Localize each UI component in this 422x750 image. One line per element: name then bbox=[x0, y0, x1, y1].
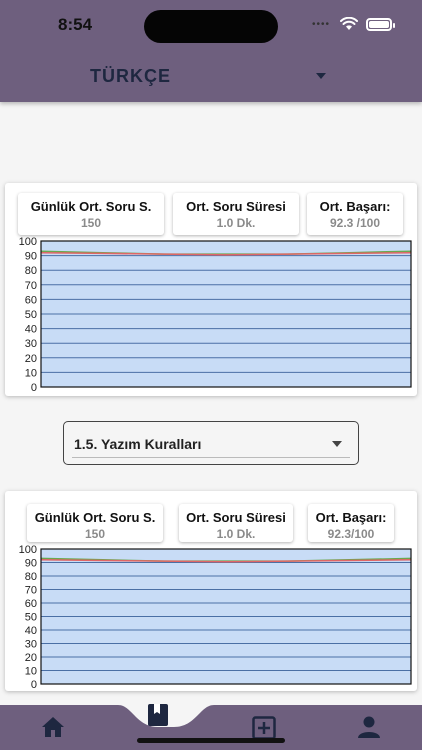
status-time: 8:54 bbox=[58, 15, 93, 34]
stat-avg-success: Ort. Başarı: 92.3 /100 bbox=[307, 193, 403, 235]
y-tick-label: 20 bbox=[25, 652, 37, 664]
home-icon bbox=[42, 717, 64, 737]
stats-card-general: Günlük Ort. Soru S. 150 Ort. Soru Süresi… bbox=[5, 183, 417, 396]
y-tick-label: 70 bbox=[25, 585, 37, 597]
plot-frame bbox=[40, 548, 412, 685]
y-tick-label: 20 bbox=[25, 353, 37, 365]
series-line-1 bbox=[40, 559, 412, 563]
signal-icon: •••• bbox=[311, 18, 330, 30]
y-tick-label: 30 bbox=[25, 338, 37, 350]
stat-daily-avg-questions: Günlük Ort. Soru S. 150 bbox=[27, 504, 163, 542]
stat-title: Ort. Başarı: bbox=[315, 510, 387, 525]
stat-value: 92.3/100 bbox=[327, 527, 375, 541]
language-label: TÜRKÇE bbox=[90, 65, 171, 86]
stat-avg-success: Ort. Başarı: 92.3/100 bbox=[308, 504, 394, 542]
y-tick-label: 70 bbox=[25, 280, 37, 292]
chevron-down-icon bbox=[332, 441, 342, 447]
y-tick-label: 100 bbox=[19, 236, 37, 248]
person-icon bbox=[358, 716, 380, 738]
y-tick-label: 50 bbox=[25, 612, 37, 624]
y-tick-label: 10 bbox=[25, 367, 37, 379]
stat-value: 1.0 Dk. bbox=[216, 527, 256, 541]
chart-subtopic: 0 10 20 30 40 50 60 70 80 90 100 bbox=[5, 543, 417, 689]
nav-profile[interactable] bbox=[353, 711, 385, 743]
app-header: 8:54 •••• TÜRKÇE bbox=[0, 0, 422, 102]
y-tick-label: 0 bbox=[31, 679, 37, 689]
dropdown-underline bbox=[72, 457, 350, 458]
bottom-navigation bbox=[0, 704, 422, 750]
book-icon bbox=[148, 704, 168, 726]
language-dropdown[interactable]: TÜRKÇE bbox=[90, 62, 330, 90]
stat-value: 1.0 Dk. bbox=[216, 216, 256, 230]
home-indicator bbox=[137, 738, 285, 743]
y-tick-label: 10 bbox=[25, 666, 37, 678]
nav-home[interactable] bbox=[37, 711, 69, 743]
y-tick-label: 80 bbox=[25, 265, 37, 277]
status-icons: •••• bbox=[311, 17, 395, 31]
subtopic-label: 1.5. Yazım Kuralları bbox=[74, 436, 202, 452]
chart-general: 0 10 20 30 40 50 60 70 80 90 100 bbox=[5, 235, 417, 395]
stat-value: 150 bbox=[84, 527, 106, 541]
stat-title: Ort. Soru Süresi bbox=[186, 510, 286, 525]
y-tick-label: 40 bbox=[25, 324, 37, 336]
stats-card-subtopic: Günlük Ort. Soru S. 150 Ort. Soru Süresi… bbox=[5, 491, 417, 691]
series-line-1 bbox=[40, 251, 412, 256]
y-tick-label: 90 bbox=[25, 251, 37, 263]
y-tick-label: 40 bbox=[25, 625, 37, 637]
y-tick-label: 80 bbox=[25, 571, 37, 583]
y-tick-label: 30 bbox=[25, 639, 37, 651]
wifi-icon bbox=[340, 17, 358, 30]
stat-daily-avg-questions: Günlük Ort. Soru S. 150 bbox=[18, 193, 164, 235]
plot-frame bbox=[40, 240, 412, 388]
stat-title: Günlük Ort. Soru S. bbox=[30, 199, 152, 214]
y-tick-label: 100 bbox=[19, 544, 37, 556]
chevron-down-icon bbox=[316, 73, 326, 79]
bottom-nav-background bbox=[0, 705, 422, 750]
stat-value: 150 bbox=[80, 216, 102, 230]
stat-avg-question-time: Ort. Soru Süresi 1.0 Dk. bbox=[173, 193, 299, 235]
battery-icon bbox=[366, 17, 395, 31]
chart-svg: 0 10 20 30 40 50 60 70 80 90 100 bbox=[19, 236, 412, 394]
stat-value: 92.3 /100 bbox=[329, 216, 381, 230]
status-bar: 8:54 •••• bbox=[0, 0, 422, 54]
y-tick-label: 90 bbox=[25, 558, 37, 570]
y-tick-label: 0 bbox=[31, 382, 37, 394]
dynamic-island bbox=[144, 10, 278, 43]
y-tick-label: 60 bbox=[25, 294, 37, 306]
stat-title: Ort. Başarı: bbox=[319, 199, 391, 214]
stat-title: Günlük Ort. Soru S. bbox=[34, 510, 156, 525]
y-tick-label: 60 bbox=[25, 598, 37, 610]
stat-title: Ort. Soru Süresi bbox=[186, 199, 286, 214]
subtopic-dropdown[interactable]: 1.5. Yazım Kuralları bbox=[63, 421, 359, 465]
stat-avg-question-time: Ort. Soru Süresi 1.0 Dk. bbox=[179, 504, 293, 542]
nav-books[interactable] bbox=[142, 699, 174, 731]
y-tick-label: 50 bbox=[25, 309, 37, 321]
